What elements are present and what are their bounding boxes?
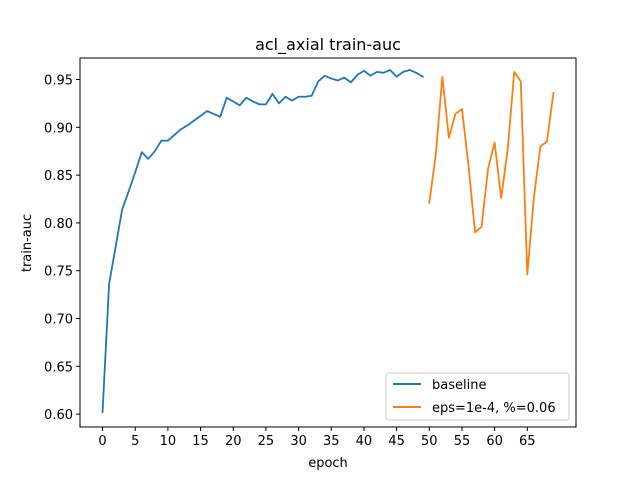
y-tick-label: 0.95 (44, 74, 73, 89)
y-tick-label: 0.70 (44, 312, 73, 327)
series-lines (101, 69, 555, 414)
legend-box (385, 372, 570, 421)
x-tick-label: 60 (486, 434, 503, 449)
x-tick-label: 30 (290, 434, 307, 449)
x-axis-title: epoch (308, 456, 348, 471)
y-tick-label: 0.90 (44, 121, 73, 136)
x-tick-label: 15 (192, 434, 209, 449)
legend: baseline eps=1e-4, %=0.06 (385, 372, 570, 421)
plot-frame (79, 57, 577, 428)
y-tick-label: 0.80 (44, 217, 73, 232)
y-tick-label: 0.65 (44, 360, 73, 375)
x-tick-label: 25 (258, 434, 275, 449)
series-line-baseline (101, 69, 424, 414)
x-tick-label: 50 (421, 434, 438, 449)
chart-title: acl_axial train-auc (255, 35, 401, 55)
x-tick-label: 20 (225, 434, 242, 449)
x-tick-label: 45 (388, 434, 405, 449)
series-line-eps (428, 70, 555, 276)
x-axis-ticks: 0 5 10 15 20 25 30 35 40 45 50 55 60 65 (98, 427, 536, 449)
y-tick-label: 0.85 (44, 169, 73, 184)
x-tick-label: 35 (323, 434, 340, 449)
x-tick-label: 55 (454, 434, 471, 449)
legend-label-baseline: baseline (432, 378, 486, 393)
x-tick-label: 5 (131, 434, 139, 449)
y-tick-label: 0.60 (44, 408, 73, 423)
x-tick-label: 10 (160, 434, 177, 449)
x-tick-label: 0 (98, 434, 106, 449)
x-tick-label: 40 (356, 434, 373, 449)
y-axis-ticks: 0.60 0.65 0.70 0.75 0.80 0.85 0.90 0.95 (44, 74, 80, 423)
x-tick-label: 65 (519, 434, 536, 449)
y-tick-label: 0.75 (44, 265, 73, 280)
legend-label-eps: eps=1e-4, %=0.06 (432, 401, 556, 416)
plot-area (80, 58, 576, 427)
y-axis-title: train-auc (20, 214, 35, 272)
